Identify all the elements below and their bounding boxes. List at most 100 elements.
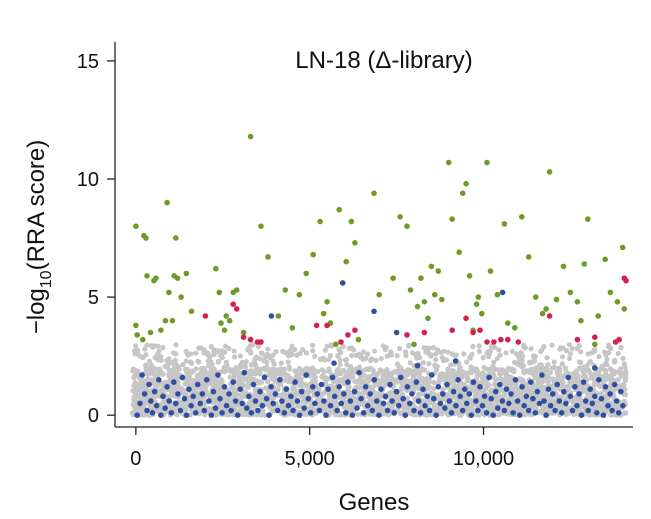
background-point <box>249 376 255 382</box>
blue-point <box>272 391 279 397</box>
blue-point <box>389 398 395 404</box>
background-point <box>586 392 592 398</box>
green-point <box>614 299 621 305</box>
background-point <box>187 359 194 365</box>
background-point <box>383 372 389 378</box>
blue-point <box>380 400 387 407</box>
background-point <box>230 390 236 396</box>
background-point <box>543 376 550 382</box>
background-point <box>621 361 627 367</box>
background-point <box>306 368 312 374</box>
green-point <box>153 275 159 282</box>
red-point <box>324 322 330 329</box>
background-point <box>210 382 216 388</box>
background-point <box>337 357 343 363</box>
background-point <box>346 345 352 351</box>
blue-point <box>186 386 192 393</box>
blue-point <box>175 391 181 397</box>
green-point <box>134 332 140 338</box>
background-point <box>507 405 513 411</box>
red-point <box>247 336 254 343</box>
blue-point <box>183 412 190 419</box>
blue-point <box>598 395 605 402</box>
background-point <box>426 397 432 404</box>
background-point <box>480 355 486 361</box>
blue-point <box>331 360 337 367</box>
background-point <box>217 404 223 410</box>
blue-point <box>506 400 512 407</box>
background-point <box>449 351 455 357</box>
blue-point <box>244 405 250 411</box>
blue-point <box>339 280 346 286</box>
green-point <box>421 299 428 305</box>
background-point <box>202 412 208 418</box>
background-point <box>256 398 263 404</box>
background-point <box>286 366 292 372</box>
background-point <box>494 356 500 362</box>
green-point <box>414 303 421 310</box>
y-axis-title-subscript: 10 <box>38 270 55 288</box>
green-point <box>333 341 339 348</box>
blue-point <box>208 412 215 419</box>
background-point <box>193 366 199 372</box>
blue-point <box>270 400 277 407</box>
background-point <box>240 393 246 399</box>
blue-point <box>212 405 219 411</box>
background-point <box>222 349 228 355</box>
blue-point <box>281 410 288 416</box>
green-point <box>355 336 362 343</box>
background-point <box>238 377 244 383</box>
background-point <box>134 348 140 355</box>
blue-point <box>558 410 565 416</box>
background-point <box>312 375 318 381</box>
green-point <box>147 329 154 336</box>
blue-point <box>512 377 519 383</box>
red-point <box>338 339 344 345</box>
y-tick-label: 5 <box>88 287 99 309</box>
blue-point <box>246 393 252 400</box>
background-point <box>598 383 604 389</box>
blue-point <box>206 398 212 404</box>
background-point <box>474 373 480 379</box>
background-point <box>378 378 384 384</box>
background-point <box>497 371 503 377</box>
background-point <box>458 402 464 408</box>
background-point <box>296 376 302 382</box>
green-point <box>479 310 485 317</box>
background-point <box>152 355 158 361</box>
blue-point <box>556 398 563 404</box>
background-point <box>618 345 624 351</box>
background-point <box>445 366 451 372</box>
background-point <box>175 364 181 370</box>
background-point <box>496 347 502 353</box>
blue-point <box>301 405 307 411</box>
background-point <box>489 402 495 408</box>
background-point <box>382 377 389 383</box>
green-point <box>216 289 223 296</box>
background-point <box>421 380 427 386</box>
background-point <box>543 368 549 374</box>
background-point <box>162 363 168 370</box>
green-point <box>226 317 233 324</box>
blue-point <box>455 377 461 383</box>
background-point <box>397 345 403 352</box>
background-point <box>152 343 158 349</box>
blue-point <box>424 393 431 400</box>
blue-point <box>360 410 367 416</box>
background-point <box>224 367 230 374</box>
blue-point <box>232 398 239 404</box>
blue-point <box>362 384 369 390</box>
blue-point <box>164 384 170 390</box>
blue-point <box>349 412 356 419</box>
background-point <box>476 348 482 355</box>
blue-point <box>534 388 541 395</box>
background-point <box>450 368 456 374</box>
background-point <box>132 401 138 407</box>
blue-point <box>215 372 221 378</box>
green-point <box>487 268 494 274</box>
background-point <box>205 358 211 364</box>
background-point <box>209 361 215 367</box>
blue-point <box>239 400 245 407</box>
background-point <box>434 407 440 413</box>
blue-point <box>578 412 585 419</box>
